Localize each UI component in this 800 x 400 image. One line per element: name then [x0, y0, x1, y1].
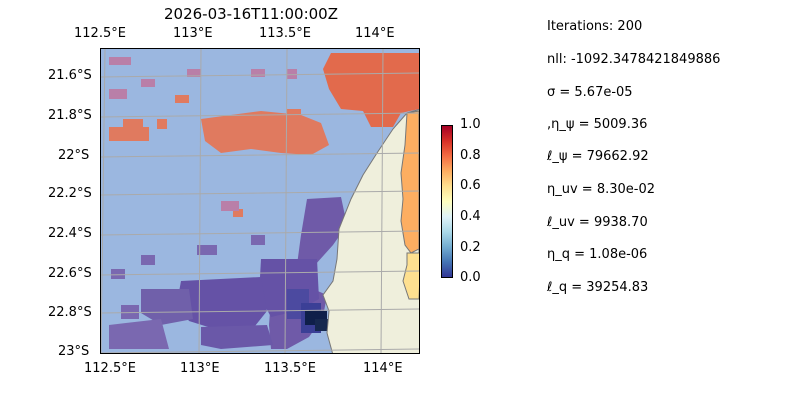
bottom-lon-label: 113.5°E	[264, 361, 316, 376]
bottom-lon-label: 113°E	[180, 361, 220, 376]
colorbar	[441, 125, 453, 278]
param-eta-psi: ,η_ψ = 5009.36	[547, 117, 648, 132]
plot-title: 2026-03-16T11:00:00Z	[164, 5, 338, 23]
top-lon-label: 113.5°E	[259, 26, 311, 41]
estuary-water	[400, 110, 419, 254]
param-iterations: Iterations: 200	[547, 19, 643, 34]
colorbar-tick: 1.0	[460, 117, 481, 132]
colorbar-tick: 0.6	[460, 178, 481, 193]
lat-label: 22.6°S	[48, 266, 92, 281]
top-lon-label: 113°E	[173, 26, 213, 41]
param-eta-uv: η_uv = 8.30e-02	[547, 182, 656, 197]
param-eta-q: η_q = 1.08e-06	[547, 247, 648, 262]
lat-label: 23°S	[58, 344, 90, 359]
colorbar-tick: 0.8	[460, 148, 481, 163]
colorbar-tick: 0.2	[460, 240, 481, 255]
map-frame	[100, 48, 420, 354]
param-ell-uv: ℓ_uv = 9938.70	[547, 215, 648, 230]
high-value-patches	[109, 53, 419, 217]
param-sigma: σ = 5.67e-05	[547, 85, 633, 100]
lat-label: 22°S	[58, 148, 90, 163]
lat-label: 22.4°S	[48, 226, 92, 241]
param-ell-psi: ℓ_ψ = 79662.92	[547, 149, 649, 164]
param-ell-q: ℓ_q = 39254.83	[547, 280, 649, 295]
estuary-water-lower	[402, 247, 419, 300]
colorbar-tick: 0.0	[460, 270, 481, 285]
colorbar-tick: 0.4	[460, 209, 481, 224]
lat-label: 21.6°S	[48, 68, 92, 83]
top-lon-label: 114°E	[355, 26, 395, 41]
lat-label: 21.8°S	[48, 108, 92, 123]
bottom-lon-label: 112.5°E	[84, 361, 136, 376]
map-canvas	[101, 49, 419, 353]
param-nll: nll: -1092.3478421849886	[547, 52, 721, 67]
graticule	[101, 49, 419, 353]
bottom-lon-label: 114°E	[363, 361, 403, 376]
lat-label: 22.2°S	[48, 186, 92, 201]
lat-label: 22.8°S	[48, 305, 92, 320]
top-lon-label: 112.5°E	[74, 26, 126, 41]
